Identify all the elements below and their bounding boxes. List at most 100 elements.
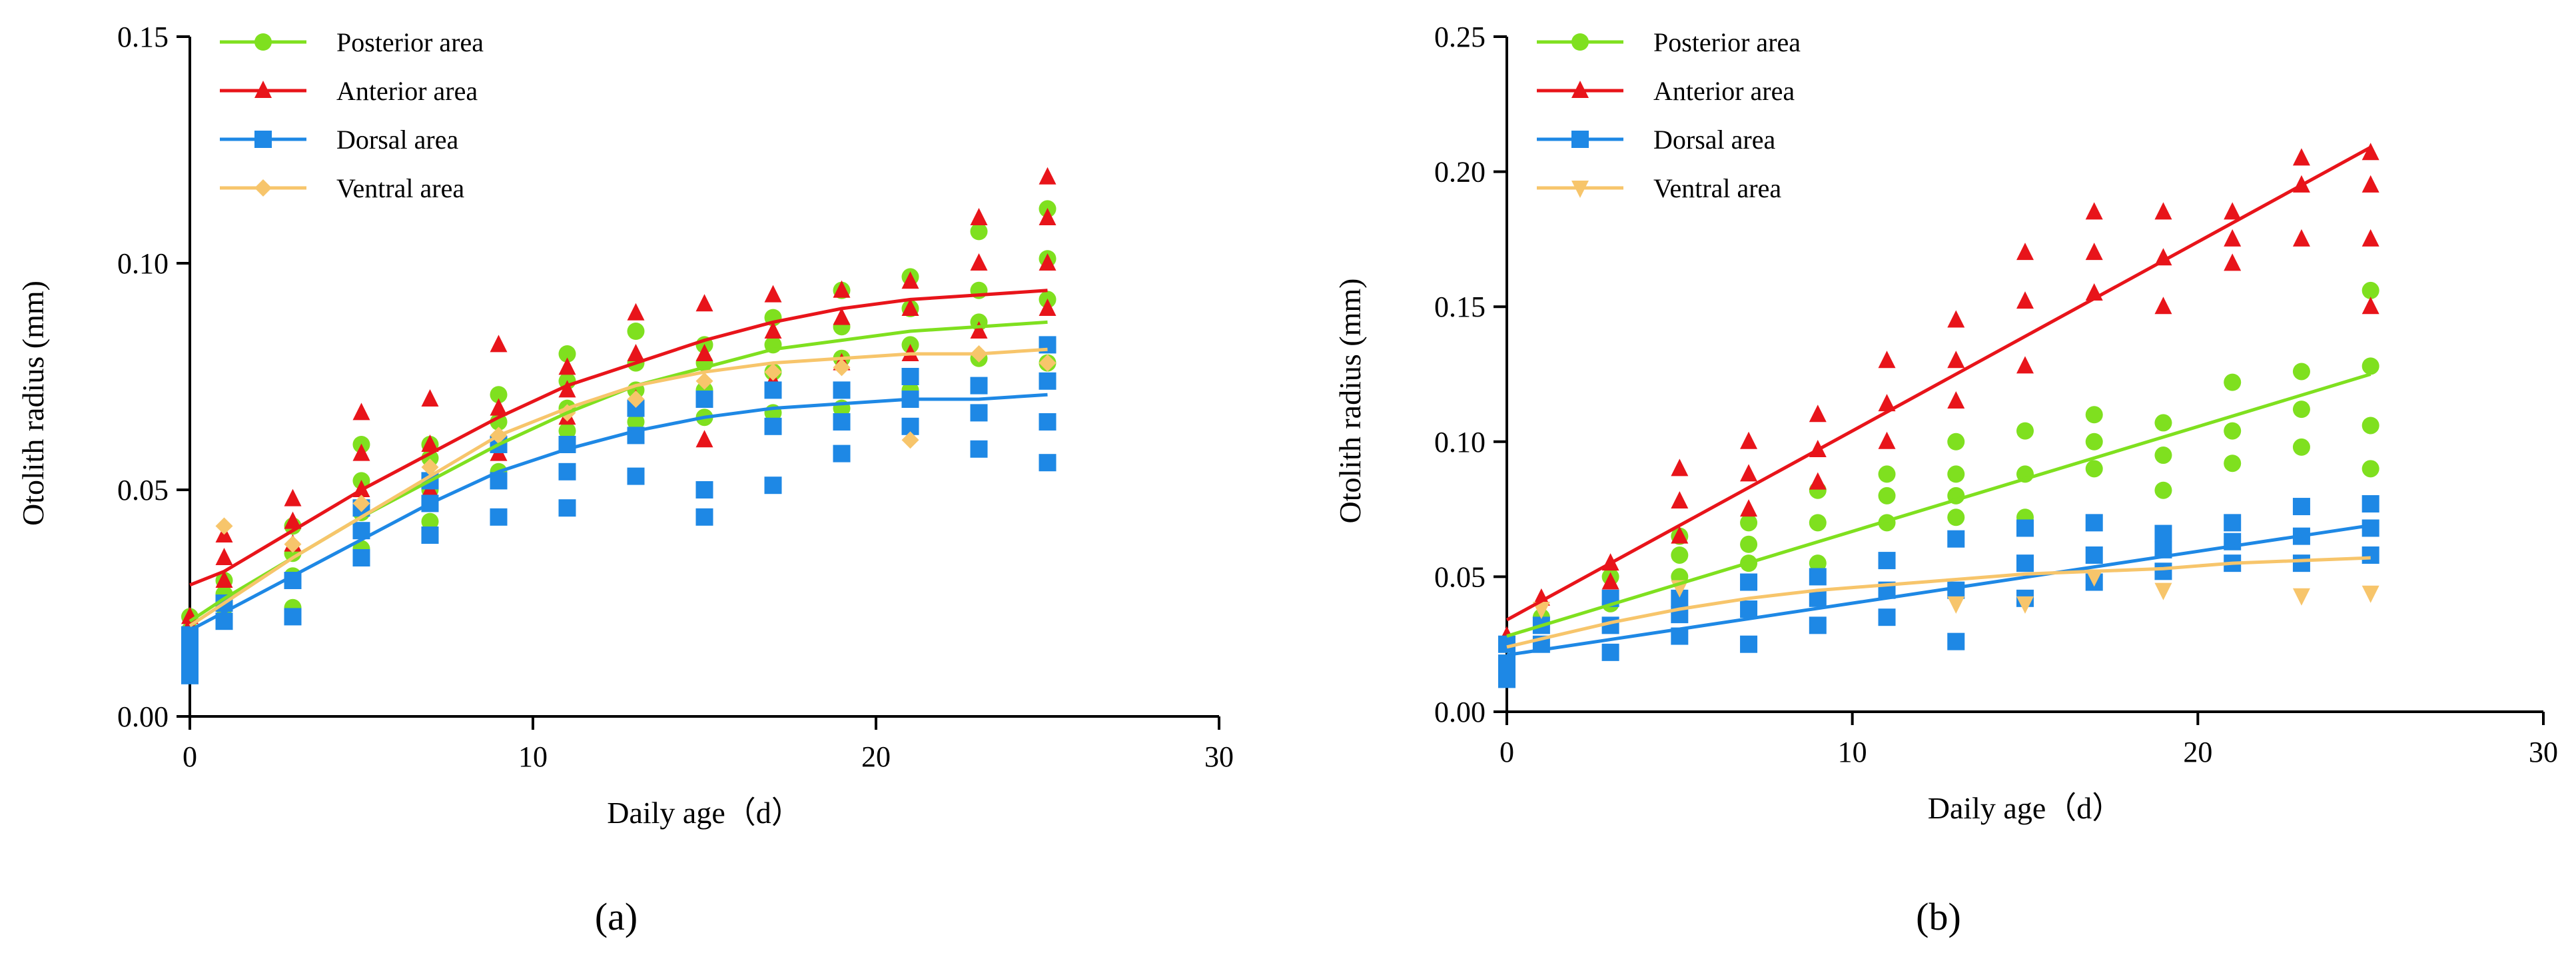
data-point [2154,248,2172,266]
data-point [2361,585,2379,603]
data-point [284,511,302,529]
data-point [2085,460,2103,478]
data-point [970,404,988,422]
data-point [2224,455,2242,473]
data-point [2292,498,2310,516]
data-point [695,508,713,526]
y-tick-label: 0.05 [117,474,169,506]
y-tick-label: 0.05 [1434,560,1486,593]
data-point [1740,600,1758,618]
data-point [970,440,988,458]
data-point [1740,499,1758,517]
data-point [490,386,508,404]
data-point [2016,243,2034,261]
legend-entry: Dorsal area [220,125,458,155]
data-point [2361,546,2379,564]
series-anterior-area [1498,143,2379,644]
data-point [1039,299,1057,316]
data-point [1947,632,1965,650]
legend-entry: Posterior area [1537,27,1801,57]
data-point [1671,490,1689,508]
legend-entry: Dorsal area [1537,125,1775,155]
data-point [2361,297,2379,315]
data-point [833,280,851,298]
data-point [1809,514,1827,532]
data-point [1039,372,1057,390]
data-point [627,303,645,321]
data-point [1878,552,1896,570]
data-point [2361,460,2379,478]
data-point [1740,431,1758,449]
x-axis-label: Daily age（d） [607,796,802,830]
data-point [1740,573,1758,591]
fit-line [1506,373,2371,638]
data-point [1601,572,1619,590]
data-point [1947,508,1965,526]
legend-marker [1571,131,1589,148]
data-point [2154,481,2172,499]
data-point [2154,297,2172,315]
data-point [1532,588,1550,606]
data-point [1878,486,1896,504]
data-point [421,449,439,467]
data-point [352,443,370,461]
data-point [1039,253,1057,271]
data-point [558,345,576,363]
data-point [2292,588,2310,606]
data-point [421,526,439,544]
x-tick-label: 30 [2529,736,2558,768]
series-dorsal-area [1498,494,2379,688]
data-point [1878,465,1896,483]
data-point [284,488,302,506]
data-point [2085,546,2103,564]
x-tick-label: 0 [183,740,197,773]
data-point [1740,464,1758,482]
data-point [1947,391,1965,409]
legend-marker [254,33,272,51]
data-point [627,323,645,340]
legend-label: Dorsal area [1653,125,1775,155]
data-point [2292,363,2310,381]
series-posterior-area [181,200,1057,653]
data-point [490,508,508,526]
legend-label: Ventral area [1653,173,1781,203]
data-point [2085,243,2103,261]
data-point [558,499,576,517]
data-point [352,549,370,566]
y-axis-label: Otolith radius (mm) [16,281,50,526]
data-point [627,344,645,361]
legend-label: Anterior area [336,76,478,106]
data-point [2361,519,2379,537]
y-tick-label: 0.10 [117,247,169,280]
y-tick-label: 0.00 [117,700,169,733]
data-point [490,413,508,431]
fit-line [1505,145,2371,622]
panel-label: (a) [595,895,638,938]
data-point [1498,670,1515,688]
panel-label: (b) [1916,895,1961,938]
data-point [2224,373,2242,391]
data-point [764,363,782,381]
legend-marker [1571,33,1589,51]
data-point [1878,608,1896,626]
chart-panel-b: 0 10 20 30 0.00 0.05 0.10 0.15 0.20 0.25 Daily age… [1333,21,2558,825]
data-point [1601,643,1619,661]
data-point [1740,535,1758,553]
data-point [558,463,576,481]
data-point [2085,569,2103,587]
data-point [970,253,988,271]
y-tick-label: 0.25 [1434,21,1486,53]
data-point [2224,514,2242,532]
x-tick-label: 20 [861,740,891,773]
data-point [627,391,645,408]
data-point [421,512,439,530]
data-point [2154,447,2172,465]
data-point [1947,433,1965,451]
data-point [2361,229,2379,247]
series-ventral-area [215,345,1057,553]
legend-label: Posterior area [336,27,484,57]
data-point [2361,175,2379,193]
data-point [833,445,851,463]
data-point [764,381,782,399]
data-point [764,417,782,435]
